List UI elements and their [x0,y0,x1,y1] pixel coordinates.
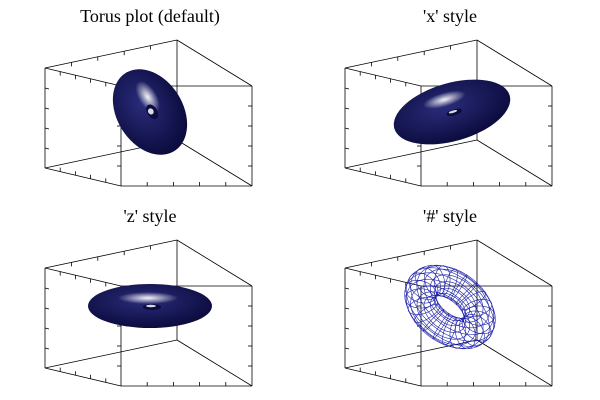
torus-highlight [423,90,466,109]
box-edge [44,239,178,269]
box-edge [44,367,122,387]
axis-ticks [44,45,252,186]
box-edge [476,39,553,87]
box-edge [44,267,122,287]
box-edge [344,39,478,69]
torus-plot-default [44,39,253,187]
box-edge [344,239,478,269]
box-edge [476,339,553,387]
box-edge [344,367,422,387]
tick-mark [44,327,50,330]
torus-highlight [135,80,160,113]
torus-plot-hash-style [344,239,553,387]
box-edge [176,39,253,87]
panel-title: '#' style [423,206,477,226]
panel-default: Torus plot (default) [0,0,300,200]
axis-ticks [44,245,252,386]
wire-meridian [434,281,477,320]
box-edge [344,339,478,369]
wire-meridian [416,265,495,335]
panel-title: Torus plot (default) [80,6,220,26]
tick-mark [344,87,350,90]
wire-meridian [435,287,471,319]
tick-mark [44,147,50,150]
wire-meridian [423,294,466,333]
tick-mark [344,327,350,330]
wire-meridian [404,272,490,350]
wire-meridian [410,264,496,342]
tick-mark [44,87,50,90]
panel-z-style: 'z' style [0,200,300,400]
tick-mark [44,287,50,290]
torus-hole-glint [448,110,458,114]
tick-mark [44,307,50,310]
axis-ticks [344,245,552,386]
panel-hash-style: '#' style [300,200,600,400]
box-edge [44,339,178,369]
wire-meridian [416,291,471,340]
box-edge [344,167,422,187]
box-edge [176,239,253,287]
box-edge [476,239,553,287]
torus-highlight [118,292,178,304]
torus-wireframe [404,264,496,350]
torus-surface [112,69,188,155]
torus-plot-z-style [44,239,253,387]
tick-mark [344,147,350,150]
wire-meridian [429,295,465,327]
torus-hole-glint [146,304,156,308]
tick-mark [344,287,350,290]
tick-mark [344,347,350,350]
tick-mark [344,307,350,310]
tick-mark [44,127,50,130]
torus-hole-glint [147,108,154,115]
wire-meridian [410,285,477,346]
wire-meridian [405,279,484,349]
torus-plot-x-style [344,39,553,187]
box-edge [344,267,422,287]
tick-mark [344,127,350,130]
box-edge [344,67,422,87]
tick-mark [344,107,350,110]
tick-mark [44,347,50,350]
box-edge [476,139,553,187]
tick-mark [44,107,50,110]
panel-x-style: 'x' style [300,0,600,200]
box-edge [44,167,122,187]
box-edge [176,339,253,387]
wire-meridian [405,267,495,347]
panel-title: 'z' style [123,206,177,226]
box-edge [44,39,178,69]
torus-surface [393,79,511,145]
panel-title: 'x' style [423,6,477,26]
box-edge [176,139,253,187]
box-edge [44,67,122,87]
torus-surface [88,284,212,328]
box-edge [344,139,478,169]
wire-meridian [423,268,490,329]
